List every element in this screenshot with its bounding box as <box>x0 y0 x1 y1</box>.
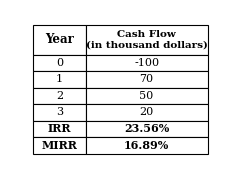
Text: 70: 70 <box>140 75 154 84</box>
Text: Cash Flow
(in thousand dollars): Cash Flow (in thousand dollars) <box>86 30 208 50</box>
Bar <box>86 121 208 137</box>
Bar <box>33 121 86 137</box>
Text: 20: 20 <box>139 107 154 118</box>
Bar <box>86 71 208 88</box>
Text: 16.89%: 16.89% <box>124 140 169 151</box>
Bar <box>86 104 208 121</box>
Bar <box>33 88 86 104</box>
Text: IRR: IRR <box>48 123 71 135</box>
Bar <box>33 55 86 71</box>
Text: 3: 3 <box>56 107 63 118</box>
Bar <box>33 25 86 55</box>
Bar <box>86 88 208 104</box>
Bar <box>86 137 208 154</box>
Text: -100: -100 <box>134 58 159 68</box>
Bar <box>86 55 208 71</box>
Bar <box>33 137 86 154</box>
Bar <box>33 104 86 121</box>
Text: 23.56%: 23.56% <box>124 123 169 135</box>
Text: 50: 50 <box>139 91 154 101</box>
Text: 0: 0 <box>56 58 63 68</box>
Text: MIRR: MIRR <box>41 140 77 151</box>
Text: 1: 1 <box>56 75 63 84</box>
Bar <box>33 71 86 88</box>
Text: Year: Year <box>45 33 74 46</box>
Bar <box>86 25 208 55</box>
Text: 2: 2 <box>56 91 63 101</box>
